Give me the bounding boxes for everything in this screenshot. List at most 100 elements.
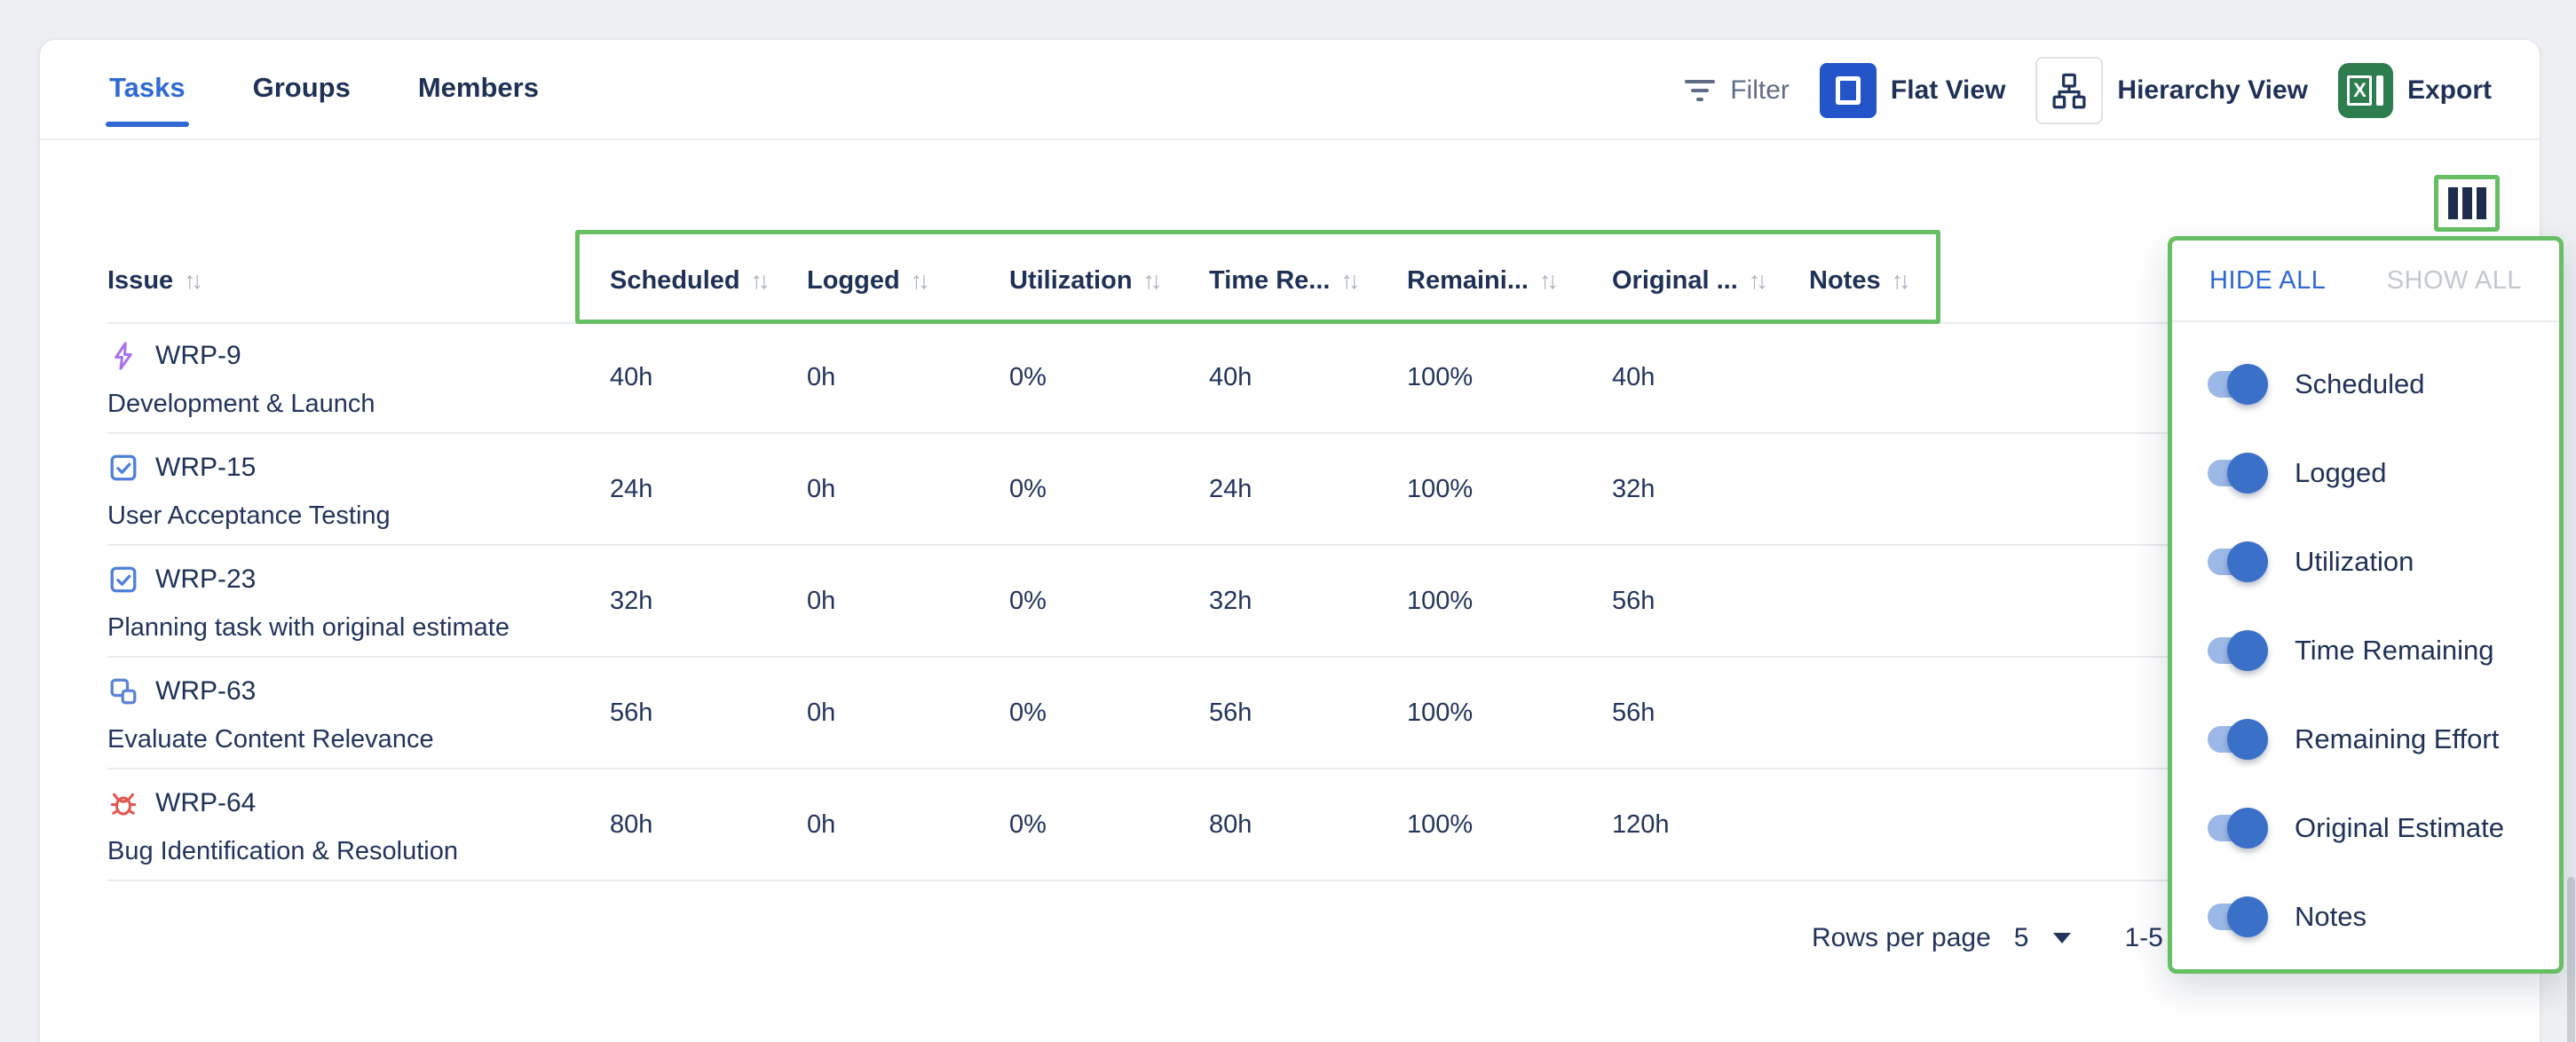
table-header-row: Issue ↑↓ Scheduled ↑↓ Logged ↑↓ Utilizat… xyxy=(107,239,2202,322)
toggle-remaining-effort[interactable] xyxy=(2208,719,2268,760)
tasks-card: Tasks Groups Members Filter Flat View xyxy=(39,39,2540,1042)
task-icon xyxy=(107,564,139,596)
toggle-label: Notes xyxy=(2295,901,2367,932)
sort-icon: ↑↓ xyxy=(1142,266,1163,294)
issue-summary: Development & Launch xyxy=(107,390,375,418)
column-header-original-estimate[interactable]: Original ... ↑↓ xyxy=(1612,266,1809,296)
cell-original-estimate: 32h xyxy=(1612,474,1655,503)
column-header-logged[interactable]: Logged ↑↓ xyxy=(807,266,1009,296)
table-row: WRP-64 Bug Identification & Resolution 8… xyxy=(107,770,2495,881)
cell-logged: 0h xyxy=(807,586,836,615)
cell-remaining-effort: 100% xyxy=(1407,809,1474,839)
issue-key[interactable]: WRP-63 xyxy=(155,676,257,706)
issue-cell: WRP-15 User Acceptance Testing xyxy=(107,434,610,544)
sort-icon: ↑↓ xyxy=(1891,266,1911,294)
rows-per-page-select[interactable]: 5 xyxy=(2014,923,2072,953)
cell-remaining-effort: 100% xyxy=(1407,698,1474,727)
rows-per-page-label: Rows per page xyxy=(1812,923,1991,952)
export-button[interactable]: X Export xyxy=(2337,63,2492,118)
issue-summary: Planning task with original estimate xyxy=(107,613,510,642)
export-label: Export xyxy=(2406,75,2492,105)
flat-view-label: Flat View xyxy=(1890,75,2006,105)
show-all-button[interactable]: SHOW ALL xyxy=(2386,265,2522,295)
cell-scheduled: 40h xyxy=(610,362,653,391)
toggle-original-estimate[interactable] xyxy=(2208,808,2268,849)
toggle-row-remaining-effort: Remaining Effort xyxy=(2208,695,2524,784)
cell-remaining-effort: 100% xyxy=(1407,586,1474,615)
tab-tasks[interactable]: Tasks xyxy=(106,70,189,127)
table-row: WRP-9 Development & Launch 40h 0h 0% 40h… xyxy=(107,322,2495,434)
toggle-row-notes: Notes xyxy=(2208,872,2524,961)
cell-original-estimate: 56h xyxy=(1612,698,1655,727)
column-header-scheduled[interactable]: Scheduled ↑↓ xyxy=(610,266,807,296)
header-bar: Tasks Groups Members Filter Flat View xyxy=(40,40,2540,140)
column-header-utilization[interactable]: Utilization ↑↓ xyxy=(1009,266,1209,296)
cell-time-remaining: 80h xyxy=(1209,809,1252,839)
issue-key[interactable]: WRP-9 xyxy=(155,341,241,370)
cell-logged: 0h xyxy=(807,698,836,727)
cell-utilization: 0% xyxy=(1009,698,1047,727)
toggle-logged[interactable] xyxy=(2208,453,2268,493)
column-header-time-remaining[interactable]: Time Re... ↑↓ xyxy=(1209,266,1407,296)
tab-members[interactable]: Members xyxy=(418,70,539,106)
cell-utilization: 0% xyxy=(1009,474,1047,503)
toggle-row-utilization: Utilization xyxy=(2208,517,2524,606)
pagination: Rows per page 5 1-5 xyxy=(1812,915,2163,961)
header-actions: Filter Flat View Hierarchy View xyxy=(1684,57,2492,124)
sort-icon: ↑↓ xyxy=(1340,266,1360,294)
issue-key[interactable]: WRP-64 xyxy=(155,788,257,817)
sort-icon: ↑↓ xyxy=(1748,266,1768,294)
flat-view-icon xyxy=(1819,63,1877,118)
cell-utilization: 0% xyxy=(1009,362,1047,391)
issue-summary: Evaluate Content Relevance xyxy=(107,725,434,754)
toggle-time-remaining[interactable] xyxy=(2208,630,2268,671)
issue-cell: WRP-63 Evaluate Content Relevance xyxy=(107,658,610,768)
columns-icon xyxy=(2447,187,2486,219)
cell-time-remaining: 40h xyxy=(1209,362,1252,391)
toggle-scheduled[interactable] xyxy=(2208,364,2268,405)
cell-time-remaining: 24h xyxy=(1209,474,1252,503)
cell-scheduled: 24h xyxy=(610,474,653,503)
filter-label: Filter xyxy=(1730,75,1790,105)
column-picker-button[interactable] xyxy=(2434,175,2500,232)
cell-original-estimate: 40h xyxy=(1612,362,1655,391)
hide-all-button[interactable]: HIDE ALL xyxy=(2209,265,2327,295)
toggle-utilization[interactable] xyxy=(2208,541,2268,582)
cell-remaining-effort: 100% xyxy=(1407,474,1474,503)
column-header-remaining-effort[interactable]: Remaini... ↑↓ xyxy=(1407,266,1612,296)
cell-original-estimate: 120h xyxy=(1612,809,1670,839)
cell-original-estimate: 56h xyxy=(1612,586,1655,615)
toggle-notes[interactable] xyxy=(2208,896,2268,937)
filter-button[interactable]: Filter xyxy=(1684,75,1790,106)
toggle-label: Scheduled xyxy=(2295,368,2425,399)
toggle-list: Scheduled Logged Utilization Time Remain… xyxy=(2172,322,2559,961)
pagination-range: 1-5 xyxy=(2124,923,2163,952)
table-row: WRP-23 Planning task with original estim… xyxy=(107,546,2495,658)
excel-icon: X xyxy=(2337,63,2393,118)
issue-key[interactable]: WRP-15 xyxy=(155,453,257,482)
hierarchy-view-icon xyxy=(2035,57,2104,124)
table-row: WRP-15 User Acceptance Testing 24h 0h 0%… xyxy=(107,434,2495,546)
flat-view-button[interactable]: Flat View xyxy=(1819,63,2006,118)
tab-groups[interactable]: Groups xyxy=(253,70,351,106)
issue-key[interactable]: WRP-23 xyxy=(155,564,257,594)
hierarchy-view-button[interactable]: Hierarchy View xyxy=(2035,57,2308,124)
toggle-row-time-remaining: Time Remaining xyxy=(2208,606,2524,695)
issue-cell: WRP-64 Bug Identification & Resolution xyxy=(107,770,610,880)
toggle-label: Original Estimate xyxy=(2295,812,2505,843)
subtask-icon xyxy=(107,675,139,707)
issue-summary: User Acceptance Testing xyxy=(107,501,391,530)
hierarchy-view-label: Hierarchy View xyxy=(2117,75,2308,105)
sort-icon: ↑↓ xyxy=(910,266,930,294)
cell-logged: 0h xyxy=(807,474,836,503)
sort-icon: ↑↓ xyxy=(750,266,770,294)
cell-logged: 0h xyxy=(807,809,836,839)
cell-scheduled: 80h xyxy=(610,809,653,839)
column-header-notes[interactable]: Notes ↑↓ xyxy=(1809,266,2202,296)
cell-utilization: 0% xyxy=(1009,809,1047,839)
filter-icon xyxy=(1684,80,1716,101)
column-header-issue[interactable]: Issue ↑↓ xyxy=(107,266,610,296)
vertical-scrollbar[interactable] xyxy=(2567,877,2575,1042)
table-body: WRP-9 Development & Launch 40h 0h 0% 40h… xyxy=(107,322,2495,881)
cell-time-remaining: 32h xyxy=(1209,586,1252,615)
